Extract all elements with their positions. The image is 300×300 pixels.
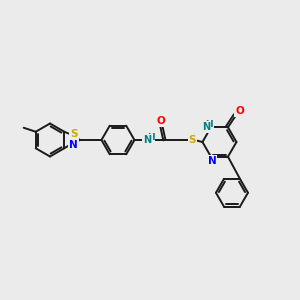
Text: N: N [143,135,152,145]
Text: N: N [69,140,77,150]
Text: N: N [202,122,210,132]
Text: N: N [208,156,216,166]
Text: S: S [189,135,196,145]
Text: H: H [205,120,213,129]
Text: S: S [70,129,78,139]
Text: O: O [156,116,165,126]
Text: H: H [147,134,154,142]
Text: O: O [236,106,244,116]
